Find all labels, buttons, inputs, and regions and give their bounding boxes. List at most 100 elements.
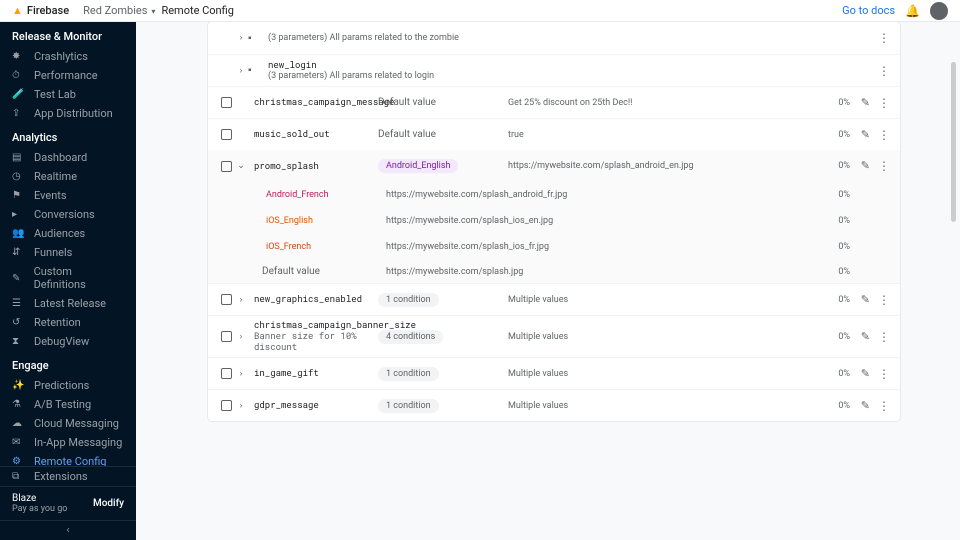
chevron-right-icon[interactable]: › (234, 33, 248, 43)
sidebar-item-conversions[interactable]: ▸Conversions (0, 205, 136, 224)
sidebar-item-extensions[interactable]: ⧉ Extensions (0, 466, 136, 486)
more-icon[interactable]: ⋮ (878, 399, 890, 413)
nav-icon: ⇪ (12, 108, 26, 119)
edit-icon[interactable]: ✎ (861, 96, 870, 110)
section-title: Analytics (0, 123, 136, 148)
sidebar-item-events[interactable]: ⚑Events (0, 186, 136, 205)
nav-icon: ◷ (12, 171, 26, 182)
more-icon[interactable]: ⋮ (878, 293, 890, 307)
extensions-icon: ⧉ (12, 471, 26, 482)
edit-icon[interactable]: ✎ (861, 367, 870, 381)
section-title: Release & Monitor (0, 22, 136, 47)
nav-icon: ✨ (12, 380, 26, 391)
param-row[interactable]: music_sold_outDefault valuetrue0%✎⋮ (208, 118, 900, 150)
group-row[interactable]: ›▪(3 parameters) All params related to t… (208, 22, 900, 54)
scrollbar[interactable] (951, 62, 956, 222)
firebase-icon: ▲ (12, 4, 23, 17)
sidebar-item-realtime[interactable]: ◷Realtime (0, 167, 136, 186)
nav-icon: ⚙ (12, 456, 26, 466)
sidebar-item-a-b-testing[interactable]: ⚗A/B Testing (0, 395, 136, 414)
chevron-right-icon[interactable]: › (234, 369, 248, 379)
sidebar-item-performance[interactable]: ⏱Performance (0, 66, 136, 85)
edit-icon[interactable]: ✎ (861, 399, 870, 413)
more-icon[interactable]: ⋮ (878, 330, 890, 344)
logo[interactable]: ▲ Firebase (12, 4, 83, 17)
sidebar: Release & Monitor✸Crashlytics⏱Performanc… (0, 22, 136, 540)
more-icon[interactable]: ⋮ (878, 128, 890, 142)
checkbox[interactable] (218, 161, 234, 172)
sidebar-item-debugview[interactable]: ⧗DebugView (0, 332, 136, 351)
checkbox[interactable] (218, 294, 234, 305)
edit-icon[interactable]: ✎ (861, 128, 870, 142)
notifications-icon[interactable]: 🔔 (905, 4, 920, 18)
breadcrumb-page: Remote Config (161, 4, 233, 17)
collapse-sidebar-button[interactable]: ‹ (0, 520, 136, 540)
group-row[interactable]: ›▪new_login(3 parameters) All params rel… (208, 54, 900, 86)
nav-icon: ✸ (12, 51, 26, 62)
nav-icon: 👥 (12, 228, 26, 239)
condition-row[interactable]: Default valuehttps://mywebsite.com/splas… (208, 260, 900, 283)
param-row[interactable]: ›gdpr_message1 conditionMultiple values0… (208, 389, 900, 421)
sidebar-item-latest-release[interactable]: ☰Latest Release (0, 294, 136, 313)
nav-icon: ☰ (12, 298, 26, 309)
more-icon[interactable]: ⋮ (878, 159, 890, 173)
chevron-down-icon[interactable]: ⌄ (234, 161, 248, 171)
param-row[interactable]: ›new_graphics_enabled1 conditionMultiple… (208, 283, 900, 315)
nav-icon: ⇵ (12, 247, 26, 258)
chevron-right-icon[interactable]: › (234, 401, 248, 411)
sidebar-item-retention[interactable]: ↺Retention (0, 313, 136, 332)
section-title: Engage (0, 351, 136, 376)
sidebar-item-remote-config[interactable]: ⚙Remote Config (0, 452, 136, 466)
condition-row[interactable]: iOS_Englishhttps://mywebsite.com/splash_… (208, 208, 900, 234)
checkbox[interactable] (218, 400, 234, 411)
chevron-right-icon[interactable]: › (234, 332, 248, 342)
more-icon[interactable]: ⋮ (878, 367, 890, 381)
sidebar-item-audiences[interactable]: 👥Audiences (0, 224, 136, 243)
param-row[interactable]: ›in_game_gift1 conditionMultiple values0… (208, 357, 900, 389)
checkbox[interactable] (218, 368, 234, 379)
sidebar-item-funnels[interactable]: ⇵Funnels (0, 243, 136, 262)
checkbox[interactable] (218, 331, 234, 342)
edit-icon[interactable]: ✎ (861, 330, 870, 344)
chevron-right-icon[interactable]: › (234, 295, 248, 305)
condition-row[interactable]: iOS_Frenchhttps://mywebsite.com/splash_i… (208, 234, 900, 260)
nav-icon: ☁ (12, 418, 26, 429)
edit-icon[interactable]: ✎ (861, 159, 870, 173)
more-icon[interactable]: ⋮ (878, 64, 890, 78)
product-name: Firebase (27, 4, 69, 17)
condition-row[interactable]: Android_Frenchhttps://mywebsite.com/spla… (208, 182, 900, 208)
sidebar-item-crashlytics[interactable]: ✸Crashlytics (0, 47, 136, 66)
more-icon[interactable]: ⋮ (878, 96, 890, 110)
docs-link[interactable]: Go to docs (842, 4, 895, 17)
sidebar-item-dashboard[interactable]: ▤Dashboard (0, 148, 136, 167)
sidebar-item-app-distribution[interactable]: ⇪App Distribution (0, 104, 136, 123)
nav-icon: ✉ (12, 437, 26, 448)
param-row-expanded: ⌄promo_splashAndroid_Englishhttps://mywe… (208, 150, 900, 283)
nav-icon: ↺ (12, 317, 26, 328)
sidebar-item-custom-definitions[interactable]: ✎Custom Definitions (0, 262, 136, 294)
modify-plan-button[interactable]: Modify (93, 498, 124, 509)
nav-icon: ⚑ (12, 190, 26, 201)
chevron-right-icon[interactable]: › (234, 66, 248, 76)
project-selector[interactable]: Red Zombies (83, 4, 155, 17)
sidebar-item-predictions[interactable]: ✨Predictions (0, 376, 136, 395)
more-icon[interactable]: ⋮ (878, 31, 890, 45)
sidebar-item-test-lab[interactable]: 🧪Test Lab (0, 85, 136, 104)
main-content: ›▪(3 parameters) All params related to t… (136, 22, 960, 540)
edit-icon[interactable]: ✎ (861, 293, 870, 307)
param-row[interactable]: ›christmas_campaign_banner_sizeBanner si… (208, 315, 900, 357)
plan-name: Blaze (12, 493, 67, 504)
topbar: ▲ Firebase Red Zombies Remote Config Go … (0, 0, 960, 22)
folder-icon: ▪ (248, 33, 262, 44)
checkbox[interactable] (218, 97, 234, 108)
plan-sub: Pay as you go (12, 504, 67, 514)
sidebar-item-cloud-messaging[interactable]: ☁Cloud Messaging (0, 414, 136, 433)
checkbox[interactable] (218, 129, 234, 140)
nav-icon: ▤ (12, 152, 26, 163)
param-row[interactable]: christmas_campaign_messageDefault valueG… (208, 86, 900, 118)
sidebar-item-in-app-messaging[interactable]: ✉In-App Messaging (0, 433, 136, 452)
plan-footer: Blaze Pay as you go Modify (0, 486, 136, 520)
avatar[interactable] (930, 2, 948, 20)
nav-icon: ⧗ (12, 336, 26, 347)
nav-icon: ⚗ (12, 399, 26, 410)
